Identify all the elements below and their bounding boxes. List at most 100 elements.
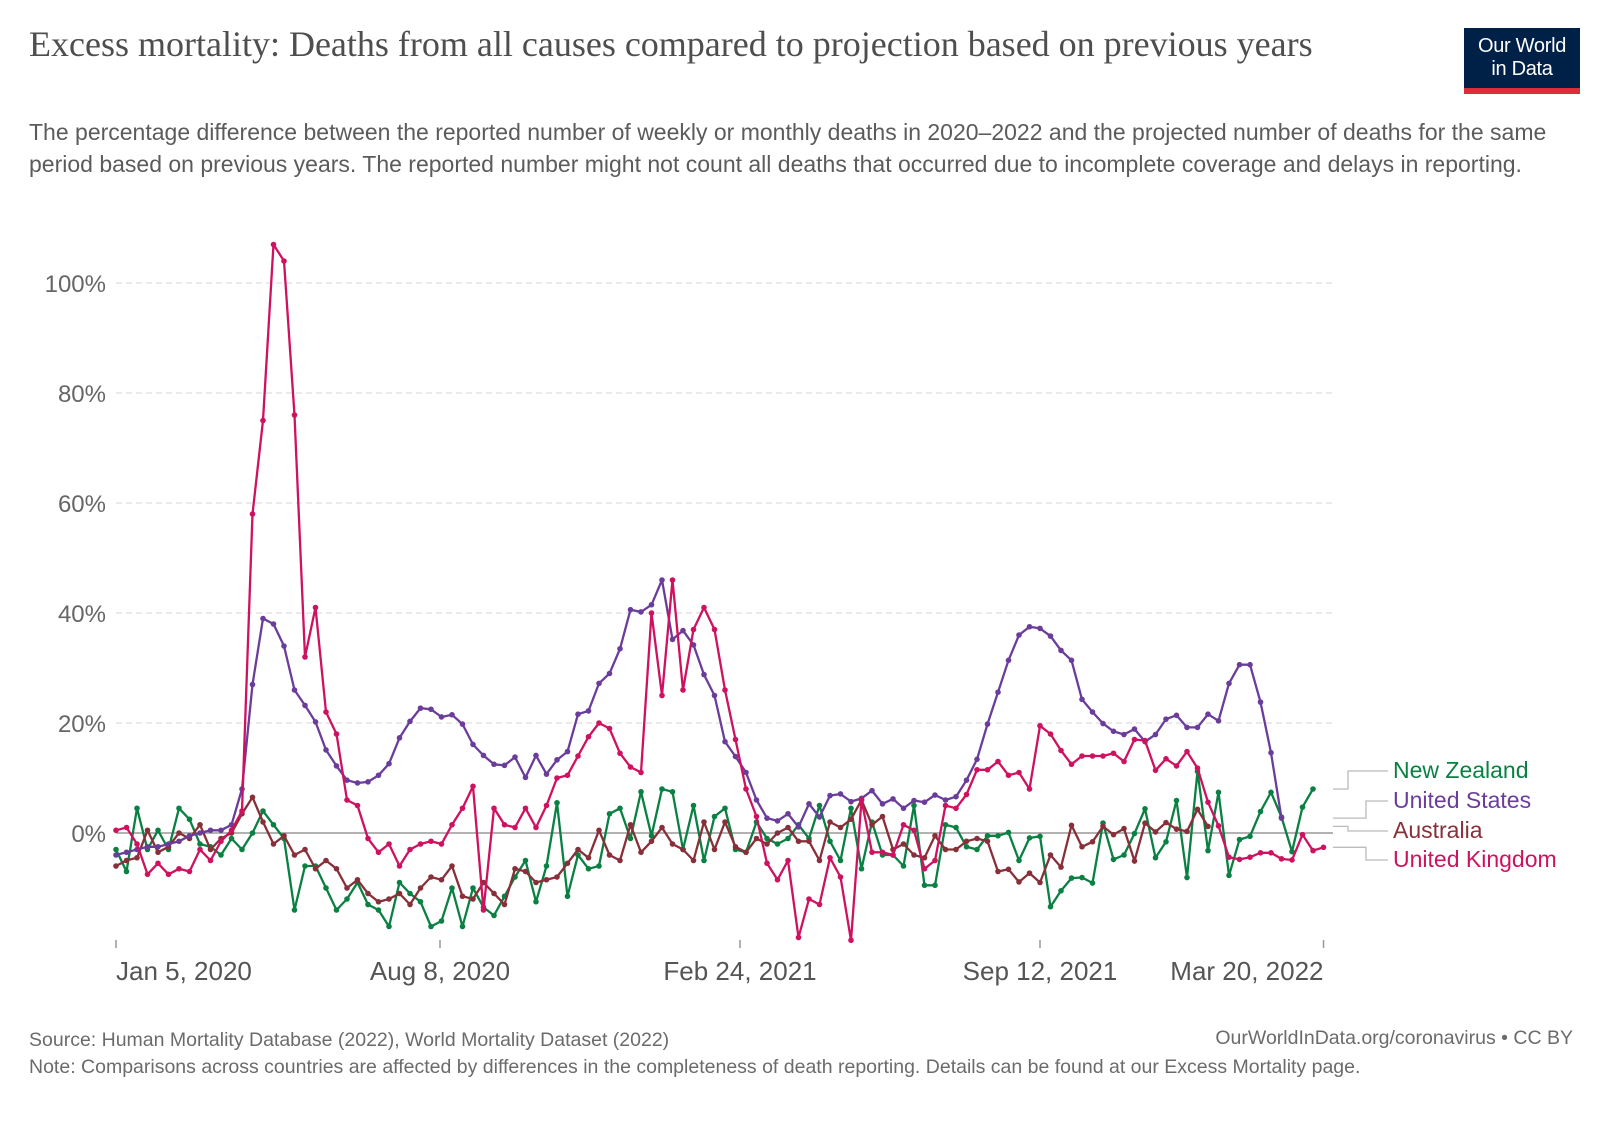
data-point[interactable] bbox=[113, 863, 119, 869]
data-point[interactable] bbox=[302, 863, 308, 869]
data-point[interactable] bbox=[690, 802, 697, 809]
data-point[interactable] bbox=[1110, 831, 1117, 838]
data-point[interactable] bbox=[323, 747, 329, 753]
data-point[interactable] bbox=[1236, 661, 1243, 668]
data-point[interactable] bbox=[774, 830, 781, 836]
data-point[interactable] bbox=[1005, 866, 1012, 873]
data-point[interactable] bbox=[858, 797, 865, 803]
data-point[interactable] bbox=[522, 774, 529, 781]
data-point[interactable] bbox=[900, 821, 907, 828]
data-point[interactable] bbox=[638, 788, 644, 795]
data-point[interactable] bbox=[417, 885, 424, 891]
data-point[interactable] bbox=[963, 777, 970, 783]
data-point[interactable] bbox=[837, 874, 844, 880]
data-point[interactable] bbox=[564, 748, 571, 755]
data-point[interactable] bbox=[491, 761, 497, 768]
data-point[interactable] bbox=[711, 846, 718, 853]
data-point[interactable] bbox=[848, 805, 854, 812]
data-point[interactable] bbox=[155, 860, 161, 867]
data-point[interactable] bbox=[1257, 850, 1264, 856]
data-point[interactable] bbox=[795, 824, 802, 830]
data-point[interactable] bbox=[407, 890, 413, 897]
data-point[interactable] bbox=[365, 901, 371, 908]
data-point[interactable] bbox=[680, 687, 686, 693]
data-point[interactable] bbox=[753, 835, 760, 842]
data-point[interactable] bbox=[827, 854, 833, 861]
data-point[interactable] bbox=[417, 898, 424, 905]
data-point[interactable] bbox=[1310, 847, 1316, 854]
data-point[interactable] bbox=[428, 706, 434, 713]
data-point[interactable] bbox=[1016, 857, 1022, 864]
data-point[interactable] bbox=[281, 643, 287, 649]
data-point[interactable] bbox=[953, 846, 959, 853]
data-point[interactable] bbox=[1215, 718, 1222, 724]
data-point[interactable] bbox=[690, 626, 697, 633]
data-point[interactable] bbox=[701, 604, 707, 611]
data-point[interactable] bbox=[522, 857, 529, 864]
data-point[interactable] bbox=[459, 721, 466, 727]
data-point[interactable] bbox=[1037, 722, 1043, 729]
data-point[interactable] bbox=[281, 258, 287, 264]
data-point[interactable] bbox=[354, 876, 361, 883]
data-point[interactable] bbox=[596, 863, 602, 869]
data-point[interactable] bbox=[1079, 696, 1085, 703]
data-point[interactable] bbox=[186, 816, 193, 823]
data-point[interactable] bbox=[1152, 854, 1159, 861]
data-point[interactable] bbox=[449, 863, 455, 869]
data-point[interactable] bbox=[732, 753, 739, 760]
data-point[interactable] bbox=[239, 846, 245, 853]
data-point[interactable] bbox=[543, 863, 550, 869]
data-point[interactable] bbox=[816, 857, 823, 864]
data-point[interactable] bbox=[879, 813, 886, 820]
data-point[interactable] bbox=[743, 769, 749, 776]
data-point[interactable] bbox=[207, 827, 214, 834]
data-point[interactable] bbox=[396, 863, 403, 869]
data-point[interactable] bbox=[249, 830, 256, 836]
data-point[interactable] bbox=[774, 841, 781, 847]
data-point[interactable] bbox=[228, 835, 235, 842]
data-point[interactable] bbox=[333, 865, 340, 872]
data-point[interactable] bbox=[480, 907, 487, 913]
data-point[interactable] bbox=[848, 937, 854, 944]
data-point[interactable] bbox=[522, 805, 529, 812]
data-point[interactable] bbox=[932, 882, 938, 889]
data-point[interactable] bbox=[648, 601, 655, 608]
data-point[interactable] bbox=[921, 854, 928, 861]
data-point[interactable] bbox=[1173, 826, 1180, 832]
data-point[interactable] bbox=[134, 805, 140, 812]
data-point[interactable] bbox=[1289, 848, 1295, 855]
data-point[interactable] bbox=[123, 824, 130, 831]
data-point[interactable] bbox=[1131, 830, 1138, 837]
data-point[interactable] bbox=[1205, 799, 1211, 805]
data-point[interactable] bbox=[1310, 786, 1316, 792]
data-point[interactable] bbox=[963, 843, 970, 850]
data-point[interactable] bbox=[1163, 716, 1169, 722]
data-point[interactable] bbox=[764, 815, 770, 821]
data-point[interactable] bbox=[585, 854, 592, 861]
legend-item-new-zealand[interactable]: New Zealand bbox=[1393, 757, 1529, 783]
data-point[interactable] bbox=[1026, 786, 1033, 792]
data-point[interactable] bbox=[1236, 856, 1243, 863]
data-point[interactable] bbox=[942, 821, 949, 828]
data-point[interactable] bbox=[606, 810, 613, 817]
data-point[interactable] bbox=[974, 756, 980, 763]
data-point[interactable] bbox=[932, 857, 938, 864]
data-point[interactable] bbox=[617, 857, 623, 864]
data-point[interactable] bbox=[774, 818, 781, 824]
data-point[interactable] bbox=[911, 852, 917, 858]
data-point[interactable] bbox=[827, 792, 833, 799]
data-point[interactable] bbox=[459, 923, 466, 930]
data-point[interactable] bbox=[344, 797, 350, 803]
data-point[interactable] bbox=[1247, 833, 1253, 840]
data-point[interactable] bbox=[1121, 731, 1127, 738]
data-point[interactable] bbox=[1079, 753, 1085, 759]
data-point[interactable] bbox=[1226, 872, 1232, 879]
data-point[interactable] bbox=[123, 849, 130, 856]
data-point[interactable] bbox=[1005, 657, 1012, 664]
data-point[interactable] bbox=[900, 805, 907, 812]
data-point[interactable] bbox=[1247, 854, 1253, 860]
data-point[interactable] bbox=[785, 857, 791, 864]
data-point[interactable] bbox=[785, 824, 791, 831]
data-point[interactable] bbox=[176, 865, 182, 872]
data-point[interactable] bbox=[113, 827, 119, 834]
